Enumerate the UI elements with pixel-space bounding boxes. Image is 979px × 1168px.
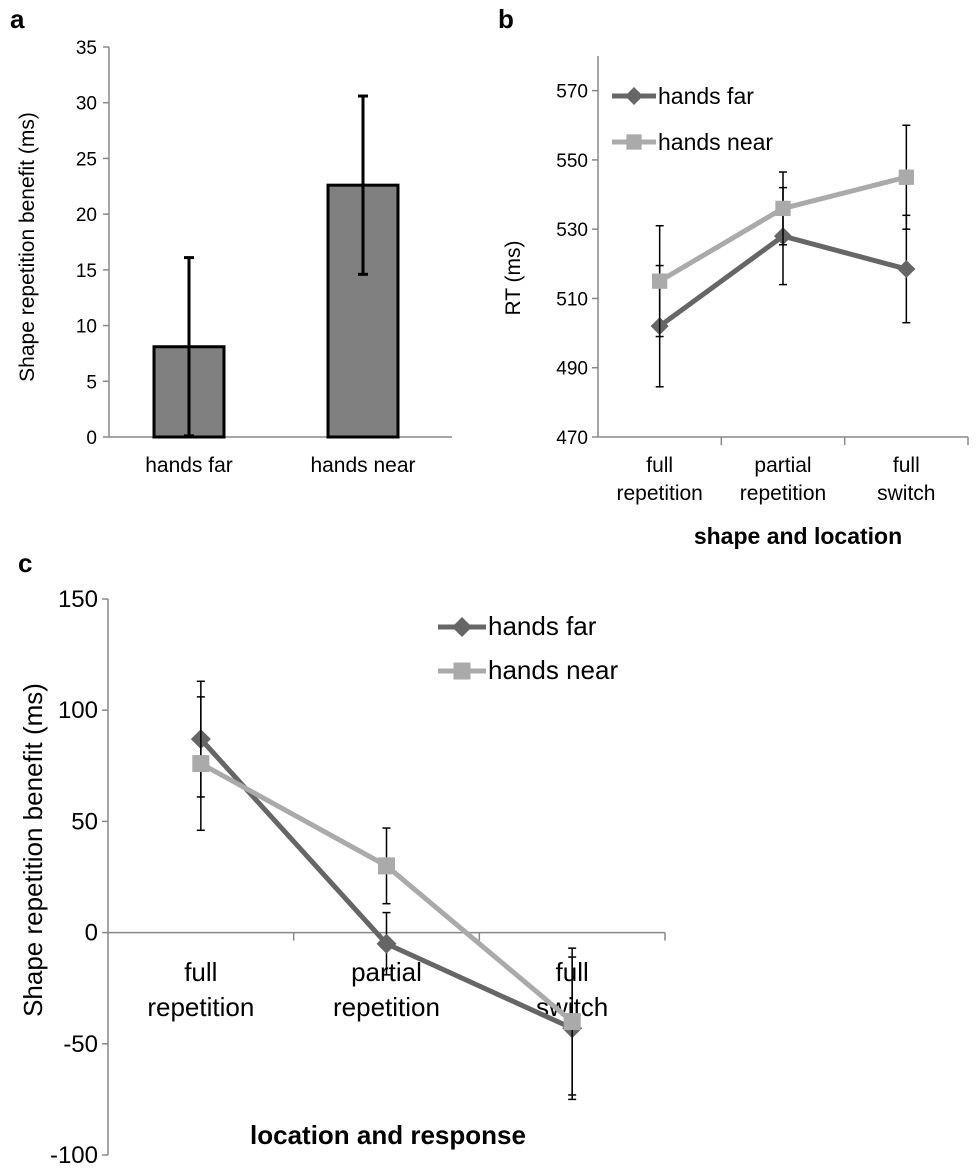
panel-a-y-tick-label: 30 [76,94,97,115]
panel-a-y-axis-title: Shape repetition benefit (ms) [16,112,39,382]
panel-a-letter: a [10,4,25,34]
panel-a-y-tick-label: 35 [76,38,97,59]
panel-b-letter: b [498,4,514,34]
panel-c-y-tick-label: 100 [58,697,98,724]
panel-b-y-tick-label: 530 [556,220,588,241]
panel-c-x-axis-title: location and response [250,1120,526,1150]
panel-c-legend-marker [453,662,471,680]
panel-b-series-hands-near [652,124,914,338]
panel-c-letter: c [18,548,32,578]
panel-a-y-tick-label: 20 [76,205,97,226]
panel-b-point [775,200,791,217]
panel-c-y-tick-label: 0 [85,920,98,947]
panel-a-y-tick-label: 5 [86,372,97,393]
panel-b-category-label: repetition [616,482,702,505]
panel-b-legend-marker [625,87,643,105]
panel-b-point [898,169,914,185]
panel-a-bar-chart: a 0 5 10 15 20 25 30 35 hands far hands near Sha… [10,4,452,477]
panel-b-category-label: full [646,454,673,477]
panel-c-point [192,755,210,773]
panel-a-category-label: hands far [145,454,233,477]
panel-c-y-tick-label: -50 [63,1031,98,1058]
panel-a-bar-1 [326,183,400,439]
panel-b-y-tick-label: 510 [556,289,588,310]
panel-b-y-tick-label: 490 [556,359,588,380]
panel-c-point [563,1013,581,1031]
panel-c-point [378,857,395,875]
panel-c-point [376,933,397,954]
panel-a-y-tick-label: 25 [76,149,97,170]
panel-b-y-axis-title: RT (ms) [502,240,525,315]
panel-b-legend-label: hands far [658,83,754,109]
panel-b-legend-marker [626,134,642,150]
panel-c-y-tick-label: 50 [71,808,98,835]
panel-c-y-tick-label: 150 [58,586,98,613]
panel-c-category-label: repetition [333,992,440,1022]
panel-b-y-tick-label: 470 [556,428,588,449]
panel-b-category-label: switch [877,482,935,505]
panel-b-legend-label: hands near [658,129,773,155]
panel-b-category-label: full [893,454,920,477]
panel-b-point [897,260,916,279]
panel-a-y-tick-label: 0 [86,428,97,449]
panel-b-line-chart: b 470 490 510 530 550 570 full repetition parti… [498,4,969,549]
panel-a-category-label: hands near [310,454,415,477]
panel-b-x-axis-title: shape and location [694,523,902,549]
panel-b-category-label: repetition [740,482,826,505]
panel-b-category-label: partial [754,454,811,477]
panel-c-legend-label: hands far [488,611,597,641]
panel-c-y-tick-label: -100 [50,1142,98,1168]
panel-c-category-label: repetition [147,992,254,1022]
panel-c-series-hands-near [192,696,581,1096]
panel-c-legend-marker [452,617,472,637]
panel-b-point [652,273,668,289]
panel-a-y-tick-label: 15 [76,261,97,282]
panel-c-category-label: full [184,957,217,987]
panel-c-legend-label: hands near [488,655,618,685]
panel-c-y-axis-title: Shape repetition benefit (ms) [18,683,48,1017]
panel-a-y-tick-label: 10 [76,317,97,338]
panel-b-y-tick-label: 550 [556,151,588,172]
panel-b-y-tick-label: 570 [556,82,588,103]
